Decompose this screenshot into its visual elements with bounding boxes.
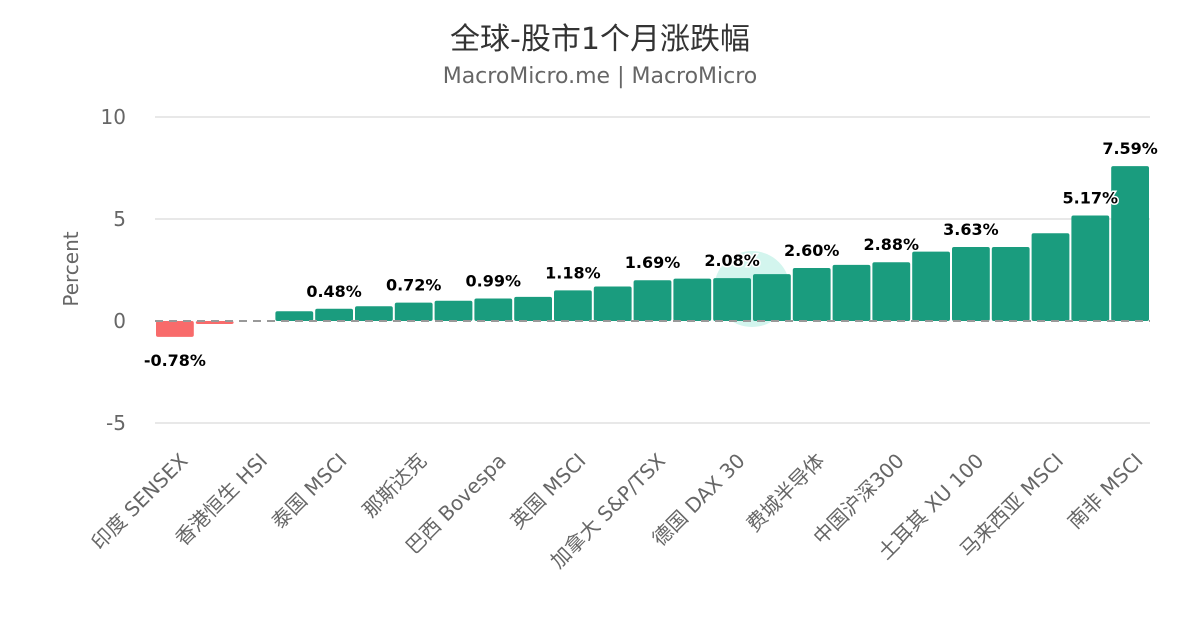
data-labels: -0.78% 0.48% 0.72% 0.99% 1.18% 1.69% 2.08% 2.60… bbox=[142, 138, 1159, 372]
x-tick-label: 南非 MSCI bbox=[1063, 449, 1148, 534]
y-axis-label: Percent bbox=[59, 231, 83, 306]
y-axis: -5 0 5 10 bbox=[101, 105, 126, 435]
data-label: 3.63% bbox=[943, 220, 999, 239]
data-label: 1.69% bbox=[625, 253, 681, 272]
bar[interactable] bbox=[474, 298, 513, 321]
data-label: -0.78% bbox=[144, 351, 206, 370]
bar[interactable] bbox=[593, 286, 632, 321]
data-label: 2.08% bbox=[704, 251, 760, 270]
bar[interactable] bbox=[912, 251, 950, 321]
data-label: 5.17% bbox=[1063, 189, 1119, 208]
bar[interactable] bbox=[673, 278, 712, 321]
y-tick-label: -5 bbox=[106, 411, 126, 435]
chart-title: 全球-股市1个月涨跌幅 bbox=[450, 22, 750, 57]
bar[interactable] bbox=[514, 296, 552, 321]
x-tick-label: 泰国 MSCI bbox=[267, 449, 352, 534]
bar[interactable] bbox=[991, 246, 1030, 321]
bar[interactable] bbox=[633, 280, 672, 321]
y-tick-label: 5 bbox=[113, 207, 126, 231]
data-label: 1.18% bbox=[545, 263, 601, 282]
bar[interactable] bbox=[832, 264, 871, 321]
bar[interactable] bbox=[195, 321, 234, 325]
bar[interactable] bbox=[753, 274, 791, 321]
bar[interactable] bbox=[713, 278, 751, 321]
bar[interactable] bbox=[1071, 215, 1110, 321]
bars bbox=[156, 166, 1149, 337]
data-label: 2.88% bbox=[864, 235, 920, 254]
data-label: 0.72% bbox=[386, 276, 442, 295]
bar[interactable] bbox=[952, 246, 990, 321]
gridlines bbox=[155, 116, 1150, 424]
bar[interactable] bbox=[434, 300, 473, 321]
bar[interactable] bbox=[792, 267, 831, 321]
bar[interactable] bbox=[1031, 233, 1070, 321]
bar[interactable] bbox=[275, 311, 314, 321]
chart-subtitle: MacroMicro.me | MacroMicro bbox=[442, 64, 758, 89]
x-tick-label: 英国 MSCI bbox=[505, 449, 590, 534]
bar[interactable] bbox=[554, 290, 592, 321]
bar[interactable] bbox=[355, 306, 393, 321]
bar[interactable] bbox=[315, 308, 353, 321]
data-label: 7.59% bbox=[1102, 139, 1158, 158]
bar[interactable] bbox=[1111, 166, 1149, 321]
bar[interactable] bbox=[872, 262, 911, 321]
bar[interactable] bbox=[394, 302, 433, 321]
data-label: 0.48% bbox=[306, 282, 362, 301]
data-label: 0.99% bbox=[466, 272, 522, 291]
y-tick-label: 10 bbox=[101, 105, 126, 129]
bar[interactable] bbox=[156, 321, 194, 337]
data-label: 2.60% bbox=[784, 241, 840, 260]
x-tick-label: 那斯达克 bbox=[358, 449, 432, 523]
y-tick-label: 0 bbox=[113, 309, 126, 333]
